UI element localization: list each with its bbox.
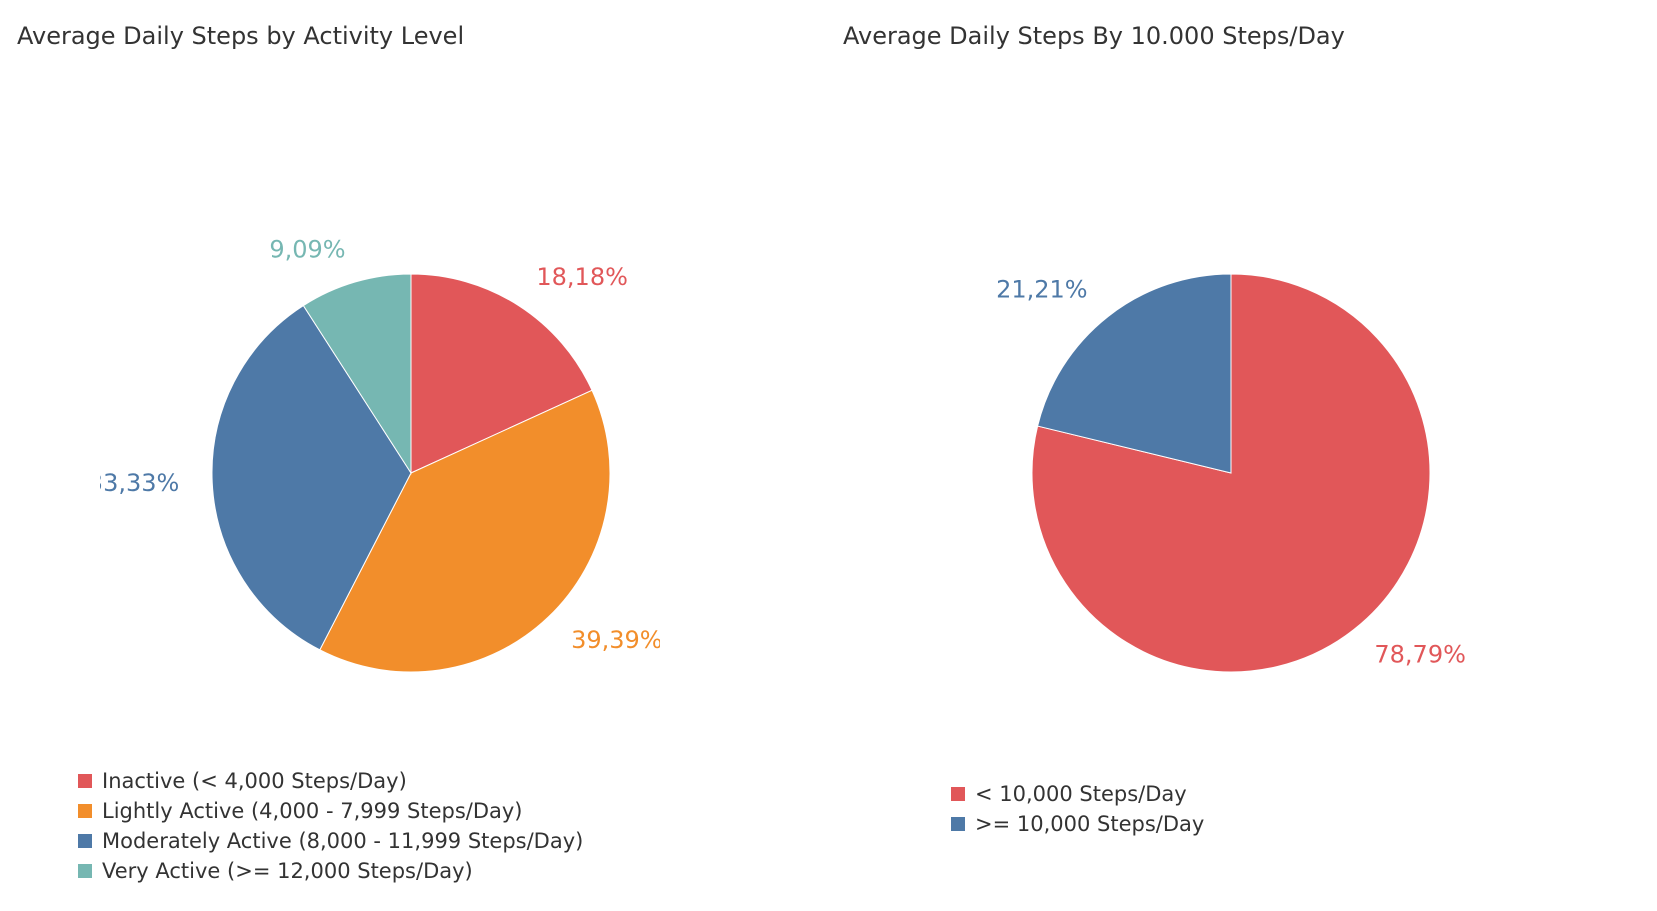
legend-item-very-active[interactable]: Very Active (>= 12,000 Steps/Day) bbox=[78, 856, 583, 886]
legend-label: >= 10,000 Steps/Day bbox=[975, 812, 1205, 836]
chart-title-activity-level: Average Daily Steps by Activity Level bbox=[17, 22, 465, 50]
legend-item-inactive[interactable]: Inactive (< 4,000 Steps/Day) bbox=[78, 766, 583, 796]
legend-10000-steps: < 10,000 Steps/Day >= 10,000 Steps/Day bbox=[951, 779, 1204, 839]
pie-data-label: 39,39% bbox=[571, 626, 660, 654]
pie-data-label: 78,79% bbox=[1374, 640, 1466, 668]
legend-label: Inactive (< 4,000 Steps/Day) bbox=[102, 769, 407, 793]
pie-data-label: 18,18% bbox=[536, 263, 628, 291]
legend-label: < 10,000 Steps/Day bbox=[975, 782, 1187, 806]
pie-data-label: 21,21% bbox=[996, 276, 1088, 304]
pie-chart-activity-level: 18,18% 39,39% 33,33% 9,09% bbox=[100, 235, 660, 673]
legend-swatch bbox=[78, 804, 92, 818]
legend-label: Very Active (>= 12,000 Steps/Day) bbox=[102, 859, 473, 883]
pie-slice-very-active-12-000-steps-day[interactable] bbox=[302, 273, 412, 475]
legend-label: Moderately Active (8,000 - 11,999 Steps/… bbox=[102, 829, 584, 853]
legend-swatch bbox=[78, 834, 92, 848]
pie-data-label: 9,09% bbox=[269, 235, 345, 263]
pie-slice-moderately-active-8-000-11-999-steps-day[interactable] bbox=[211, 304, 412, 651]
pie-data-label: 33,33% bbox=[100, 469, 179, 497]
legend-swatch bbox=[78, 774, 92, 788]
legend-swatch bbox=[78, 864, 92, 878]
legend-item-moderately-active[interactable]: Moderately Active (8,000 - 11,999 Steps/… bbox=[78, 826, 583, 856]
pie-slice-10-000-steps-day[interactable] bbox=[1037, 273, 1232, 474]
legend-item-lightly-active[interactable]: Lightly Active (4,000 - 7,999 Steps/Day) bbox=[78, 796, 583, 826]
legend-item-10000-or-more[interactable]: >= 10,000 Steps/Day bbox=[951, 809, 1204, 839]
legend-swatch bbox=[951, 787, 965, 801]
legend-label: Lightly Active (4,000 - 7,999 Steps/Day) bbox=[102, 799, 523, 823]
chart-title-10000-steps: Average Daily Steps By 10.000 Steps/Day bbox=[843, 22, 1345, 50]
pie-slice-10-000-steps-day[interactable] bbox=[1031, 273, 1431, 673]
legend-swatch bbox=[951, 817, 965, 831]
pie-slice-lightly-active-4-000-7-999-steps-day[interactable] bbox=[319, 389, 611, 673]
pie-chart-10000-steps: 78,79% 21,21% bbox=[996, 273, 1466, 673]
pie-slice-inactive-4-000-steps-day[interactable] bbox=[410, 273, 593, 474]
legend-item-under-10000[interactable]: < 10,000 Steps/Day bbox=[951, 779, 1204, 809]
legend-activity-level: Inactive (< 4,000 Steps/Day) Lightly Act… bbox=[78, 766, 583, 886]
